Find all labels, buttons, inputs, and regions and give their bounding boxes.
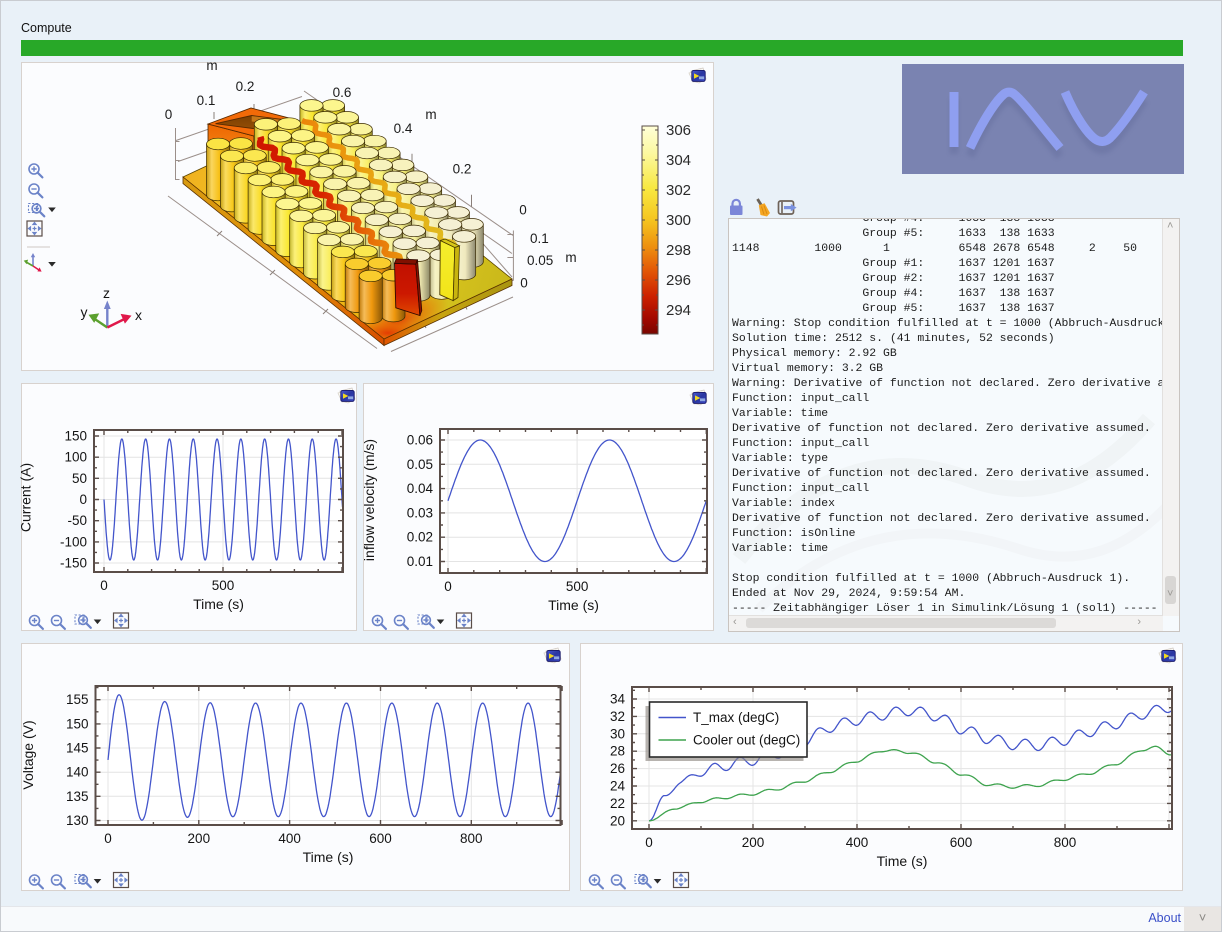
svg-text:-50: -50 (67, 513, 87, 528)
svg-text:34: 34 (610, 692, 626, 707)
svg-text:Cooler out (degC): Cooler out (degC) (693, 733, 800, 748)
svg-text:296: 296 (666, 272, 691, 289)
svg-text:Current (A): Current (A) (18, 463, 34, 532)
svg-text:0: 0 (520, 276, 528, 291)
svg-text:298: 298 (666, 242, 691, 259)
svg-text:Time (s): Time (s) (877, 853, 928, 869)
svg-text:0.03: 0.03 (407, 505, 433, 520)
svg-text:0.1: 0.1 (197, 93, 216, 108)
svg-text:x: x (135, 307, 142, 323)
svg-text:50: 50 (72, 471, 87, 486)
svg-text:304: 304 (666, 152, 691, 169)
svg-text:0: 0 (519, 203, 527, 218)
svg-text:302: 302 (666, 182, 691, 199)
svg-text:0.01: 0.01 (407, 554, 433, 569)
svg-text:600: 600 (950, 835, 973, 850)
svg-text:0: 0 (104, 831, 112, 846)
svg-text:0: 0 (79, 492, 87, 507)
svg-text:500: 500 (212, 578, 235, 593)
svg-text:0.04: 0.04 (407, 481, 434, 496)
svg-text:26: 26 (610, 761, 625, 776)
svg-text:0.1: 0.1 (530, 231, 549, 246)
svg-text:0: 0 (100, 578, 108, 593)
svg-text:100: 100 (64, 450, 87, 465)
svg-text:0.02: 0.02 (407, 530, 433, 545)
svg-text:135: 135 (66, 789, 89, 804)
svg-text:inflow velocity (m/s): inflow velocity (m/s) (361, 439, 377, 561)
svg-text:32: 32 (610, 709, 625, 724)
svg-text:Time (s): Time (s) (548, 597, 599, 613)
svg-text:30: 30 (610, 726, 625, 741)
svg-text:400: 400 (278, 831, 301, 846)
svg-text:-150: -150 (60, 556, 87, 571)
svg-text:0.05: 0.05 (407, 457, 433, 472)
svg-text:y: y (81, 304, 88, 320)
svg-text:400: 400 (846, 835, 869, 850)
svg-text:150: 150 (66, 716, 89, 731)
svg-text:0.2: 0.2 (453, 162, 472, 177)
svg-text:500: 500 (566, 579, 589, 594)
svg-text:0.4: 0.4 (394, 121, 413, 136)
svg-text:300: 300 (666, 212, 691, 229)
svg-text:140: 140 (66, 765, 89, 780)
svg-text:m: m (565, 250, 576, 265)
svg-text:28: 28 (610, 744, 625, 759)
svg-text:m: m (206, 58, 217, 73)
svg-text:155: 155 (66, 692, 89, 707)
svg-text:0: 0 (165, 107, 173, 122)
svg-text:0.2: 0.2 (236, 79, 255, 94)
svg-text:z: z (103, 285, 110, 301)
svg-text:0: 0 (645, 835, 653, 850)
svg-text:200: 200 (742, 835, 765, 850)
svg-text:Time (s): Time (s) (303, 849, 354, 865)
svg-text:20: 20 (610, 813, 625, 828)
svg-text:Time (s): Time (s) (193, 596, 244, 612)
svg-text:150: 150 (64, 429, 87, 444)
svg-text:294: 294 (666, 302, 691, 319)
svg-text:0: 0 (444, 579, 452, 594)
svg-text:600: 600 (369, 831, 392, 846)
svg-text:130: 130 (66, 813, 89, 828)
svg-text:800: 800 (1054, 835, 1077, 850)
svg-text:800: 800 (460, 831, 483, 846)
svg-text:m: m (425, 107, 436, 122)
svg-text:Voltage (V): Voltage (V) (20, 720, 36, 789)
svg-text:200: 200 (188, 831, 211, 846)
svg-text:145: 145 (66, 741, 89, 756)
svg-text:0.06: 0.06 (407, 433, 433, 448)
svg-text:0.6: 0.6 (333, 85, 352, 100)
svg-text:24: 24 (610, 779, 626, 794)
svg-text:T_max (degC): T_max (degC) (693, 710, 779, 725)
svg-text:-100: -100 (60, 534, 87, 549)
svg-text:306: 306 (666, 122, 691, 139)
svg-text:0.05: 0.05 (527, 253, 553, 268)
svg-text:22: 22 (610, 796, 625, 811)
